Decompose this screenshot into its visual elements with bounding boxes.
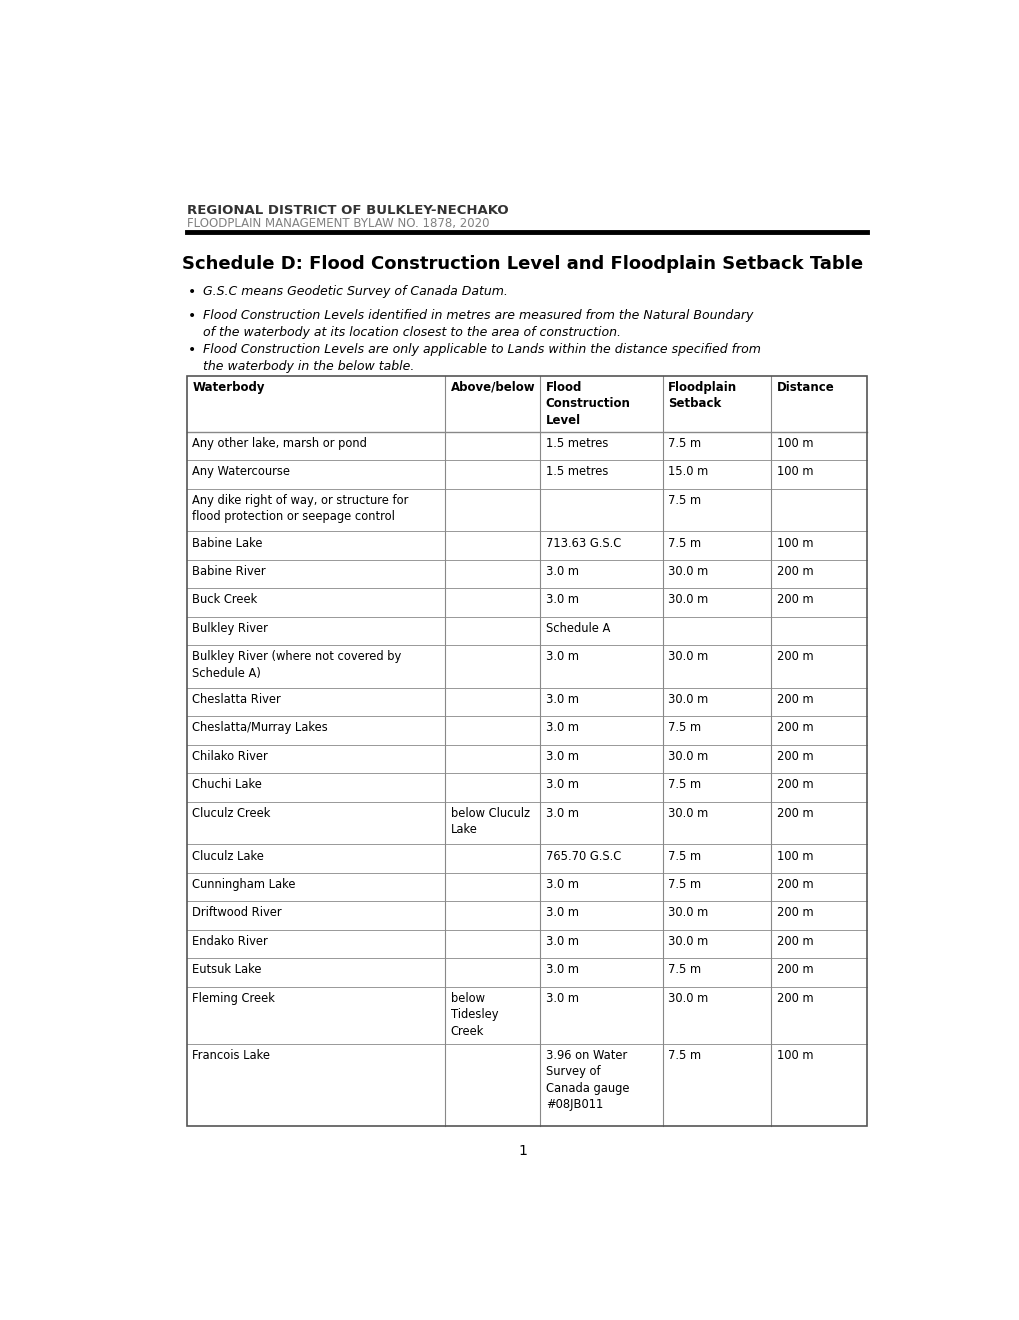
Text: Floodplain
Setback: Floodplain Setback	[667, 381, 737, 411]
Text: 100 m: 100 m	[776, 466, 813, 478]
Text: 15.0 m: 15.0 m	[667, 466, 708, 478]
Text: 1.5 metres: 1.5 metres	[545, 466, 607, 478]
Text: 3.0 m: 3.0 m	[545, 807, 578, 820]
Text: Chilako River: Chilako River	[193, 750, 268, 763]
Text: 200 m: 200 m	[776, 779, 813, 792]
Text: 7.5 m: 7.5 m	[667, 494, 701, 507]
Text: 30.0 m: 30.0 m	[667, 807, 708, 820]
Text: G.S.C means Geodetic Survey of Canada Datum.: G.S.C means Geodetic Survey of Canada Da…	[203, 285, 507, 298]
Text: Francois Lake: Francois Lake	[193, 1049, 270, 1061]
Text: 30.0 m: 30.0 m	[667, 693, 708, 706]
Text: Cluculz Lake: Cluculz Lake	[193, 850, 264, 862]
Text: 3.96 on Water
Survey of
Canada gauge
#08JB011: 3.96 on Water Survey of Canada gauge #08…	[545, 1049, 629, 1111]
Text: 200 m: 200 m	[776, 693, 813, 706]
Text: 200 m: 200 m	[776, 594, 813, 606]
Text: 7.5 m: 7.5 m	[667, 536, 701, 549]
Text: Any other lake, marsh or pond: Any other lake, marsh or pond	[193, 437, 367, 450]
Text: 30.0 m: 30.0 m	[667, 935, 708, 948]
Text: 7.5 m: 7.5 m	[667, 722, 701, 734]
Text: •: •	[189, 285, 197, 300]
Text: 3.0 m: 3.0 m	[545, 991, 578, 1005]
Text: 30.0 m: 30.0 m	[667, 907, 708, 920]
Text: 200 m: 200 m	[776, 878, 813, 891]
Text: 100 m: 100 m	[776, 536, 813, 549]
Text: 7.5 m: 7.5 m	[667, 964, 701, 977]
Text: 3.0 m: 3.0 m	[545, 935, 578, 948]
Text: 30.0 m: 30.0 m	[667, 565, 708, 578]
Text: Above/below: Above/below	[450, 381, 535, 393]
Text: 7.5 m: 7.5 m	[667, 878, 701, 891]
Text: Cunningham Lake: Cunningham Lake	[193, 878, 296, 891]
Text: 200 m: 200 m	[776, 722, 813, 734]
Text: Chuchi Lake: Chuchi Lake	[193, 779, 262, 792]
Text: •: •	[189, 309, 197, 323]
Text: Driftwood River: Driftwood River	[193, 907, 281, 920]
Text: 7.5 m: 7.5 m	[667, 779, 701, 792]
Text: 100 m: 100 m	[776, 850, 813, 862]
Text: 200 m: 200 m	[776, 935, 813, 948]
Text: 1.5 metres: 1.5 metres	[545, 437, 607, 450]
Text: 1: 1	[518, 1144, 527, 1159]
Text: 3.0 m: 3.0 m	[545, 594, 578, 606]
Text: Cluculz Creek: Cluculz Creek	[193, 807, 270, 820]
Text: REGIONAL DISTRICT OF BULKLEY-NECHAKO: REGIONAL DISTRICT OF BULKLEY-NECHAKO	[186, 205, 507, 216]
Text: 30.0 m: 30.0 m	[667, 750, 708, 763]
Text: Cheslatta/Murray Lakes: Cheslatta/Murray Lakes	[193, 722, 328, 734]
Text: 30.0 m: 30.0 m	[667, 594, 708, 606]
Text: Babine Lake: Babine Lake	[193, 536, 263, 549]
Text: 3.0 m: 3.0 m	[545, 907, 578, 920]
Text: 713.63 G.S.C: 713.63 G.S.C	[545, 536, 621, 549]
Text: 200 m: 200 m	[776, 807, 813, 820]
Text: 3.0 m: 3.0 m	[545, 878, 578, 891]
Text: 200 m: 200 m	[776, 964, 813, 977]
Text: 7.5 m: 7.5 m	[667, 1049, 701, 1061]
Text: 3.0 m: 3.0 m	[545, 651, 578, 664]
Text: 100 m: 100 m	[776, 437, 813, 450]
Text: Bulkley River (where not covered by
Schedule A): Bulkley River (where not covered by Sche…	[193, 651, 401, 680]
Text: below Cluculz
Lake: below Cluculz Lake	[450, 807, 529, 837]
Bar	[186, 376, 866, 1126]
Text: Flood Construction Levels identified in metres are measured from the Natural Bou: Flood Construction Levels identified in …	[203, 309, 752, 339]
Text: 3.0 m: 3.0 m	[545, 722, 578, 734]
Text: 200 m: 200 m	[776, 651, 813, 664]
Text: Fleming Creek: Fleming Creek	[193, 991, 275, 1005]
Text: Cheslatta River: Cheslatta River	[193, 693, 281, 706]
Text: 30.0 m: 30.0 m	[667, 991, 708, 1005]
Text: 200 m: 200 m	[776, 565, 813, 578]
Text: Any dike right of way, or structure for
flood protection or seepage control: Any dike right of way, or structure for …	[193, 494, 409, 523]
Text: 765.70 G.S.C: 765.70 G.S.C	[545, 850, 621, 862]
Text: Schedule A: Schedule A	[545, 622, 609, 635]
Text: below
Tidesley
Creek: below Tidesley Creek	[450, 991, 497, 1038]
Text: 200 m: 200 m	[776, 907, 813, 920]
Text: 200 m: 200 m	[776, 750, 813, 763]
Text: 7.5 m: 7.5 m	[667, 850, 701, 862]
Text: Flood
Construction
Level: Flood Construction Level	[545, 381, 630, 426]
Text: 200 m: 200 m	[776, 991, 813, 1005]
Text: 7.5 m: 7.5 m	[667, 437, 701, 450]
Text: Any Watercourse: Any Watercourse	[193, 466, 290, 478]
Text: Endako River: Endako River	[193, 935, 268, 948]
Text: 100 m: 100 m	[776, 1049, 813, 1061]
Text: Waterbody: Waterbody	[193, 381, 265, 393]
Text: Flood Construction Levels are only applicable to Lands within the distance speci: Flood Construction Levels are only appli…	[203, 343, 760, 374]
Text: 30.0 m: 30.0 m	[667, 651, 708, 664]
Text: 3.0 m: 3.0 m	[545, 693, 578, 706]
Text: Distance: Distance	[776, 381, 834, 393]
Text: Babine River: Babine River	[193, 565, 266, 578]
Text: •: •	[189, 343, 197, 358]
Text: FLOODPLAIN MANAGEMENT BYLAW NO. 1878, 2020: FLOODPLAIN MANAGEMENT BYLAW NO. 1878, 20…	[186, 218, 489, 231]
Text: Buck Creek: Buck Creek	[193, 594, 258, 606]
Text: 3.0 m: 3.0 m	[545, 964, 578, 977]
Text: Schedule D: Flood Construction Level and Floodplain Setback Table: Schedule D: Flood Construction Level and…	[182, 255, 862, 273]
Text: 3.0 m: 3.0 m	[545, 565, 578, 578]
Text: 3.0 m: 3.0 m	[545, 779, 578, 792]
Text: 3.0 m: 3.0 m	[545, 750, 578, 763]
Text: Eutsuk Lake: Eutsuk Lake	[193, 964, 262, 977]
Text: Bulkley River: Bulkley River	[193, 622, 268, 635]
